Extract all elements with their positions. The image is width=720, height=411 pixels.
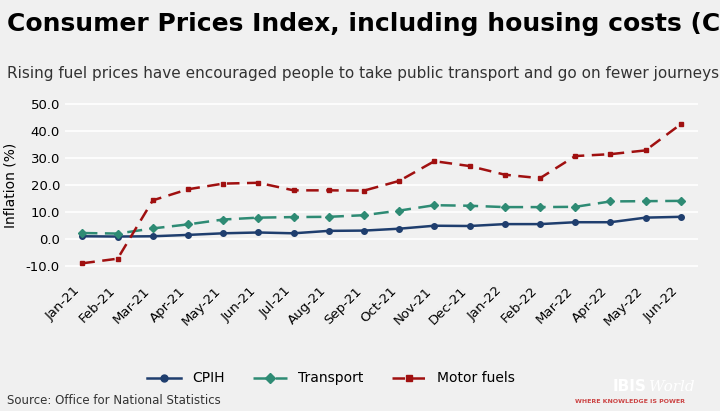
Text: Rising fuel prices have encouraged people to take public transport and go on few: Rising fuel prices have encouraged peopl… [7, 66, 720, 81]
Y-axis label: Inflation (%): Inflation (%) [4, 142, 17, 228]
Text: World: World [649, 380, 694, 394]
Text: Consumer Prices Index, including housing costs (CPIH): Consumer Prices Index, including housing… [7, 12, 720, 36]
Legend: CPIH, Transport, Motor fuels: CPIH, Transport, Motor fuels [141, 366, 521, 391]
Text: IBIS: IBIS [613, 379, 647, 395]
Text: Source: Office for National Statistics: Source: Office for National Statistics [7, 394, 221, 407]
Text: WHERE KNOWLEDGE IS POWER: WHERE KNOWLEDGE IS POWER [575, 399, 685, 404]
